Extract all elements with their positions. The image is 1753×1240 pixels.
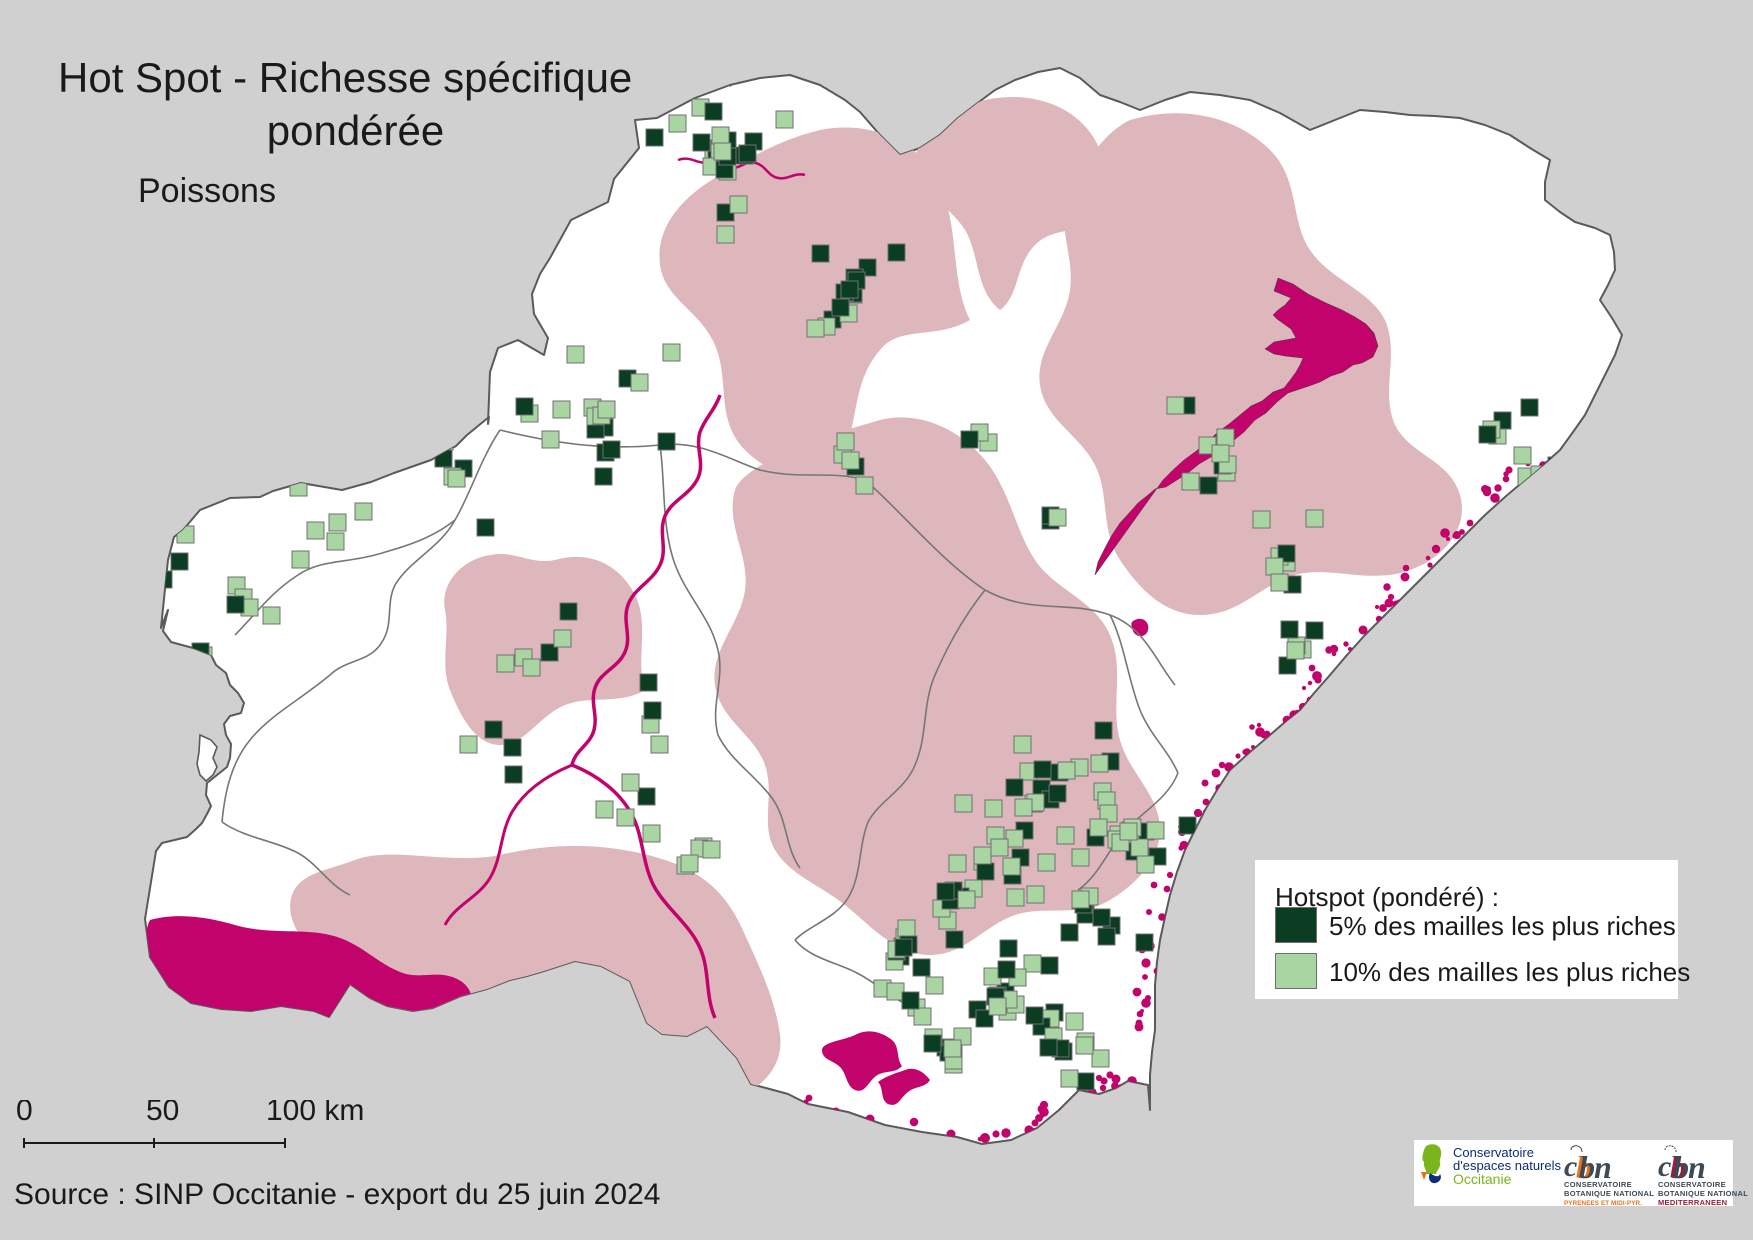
svg-text:PYRENEES ET MIDI-PYR.: PYRENEES ET MIDI-PYR. bbox=[1564, 1200, 1642, 1206]
svg-text:Occitanie: Occitanie bbox=[1453, 1171, 1512, 1187]
svg-text:MEDITERRANEEN: MEDITERRANEEN bbox=[1658, 1198, 1727, 1206]
svg-text:BOTANIQUE NATIONAL: BOTANIQUE NATIONAL bbox=[1564, 1189, 1654, 1198]
svg-text:BOTANIQUE NATIONAL: BOTANIQUE NATIONAL bbox=[1658, 1189, 1748, 1198]
svg-text:50: 50 bbox=[146, 1100, 179, 1127]
svg-text:100 km: 100 km bbox=[266, 1100, 364, 1127]
svg-text:0: 0 bbox=[16, 1100, 33, 1127]
svg-text:CONSERVATOIRE: CONSERVATOIRE bbox=[1564, 1180, 1632, 1189]
svg-text:CONSERVATOIRE: CONSERVATOIRE bbox=[1658, 1180, 1726, 1189]
